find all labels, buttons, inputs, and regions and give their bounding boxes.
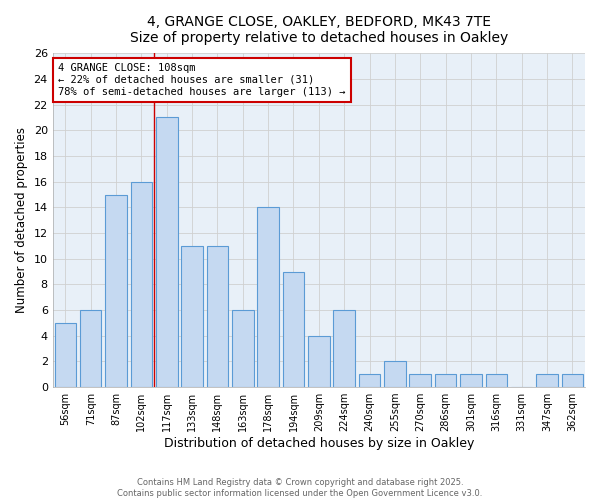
Bar bbox=[460, 374, 482, 387]
Text: 4 GRANGE CLOSE: 108sqm
← 22% of detached houses are smaller (31)
78% of semi-det: 4 GRANGE CLOSE: 108sqm ← 22% of detached… bbox=[58, 64, 346, 96]
Y-axis label: Number of detached properties: Number of detached properties bbox=[15, 127, 28, 313]
Bar bbox=[384, 362, 406, 387]
Bar bbox=[181, 246, 203, 387]
X-axis label: Distribution of detached houses by size in Oakley: Distribution of detached houses by size … bbox=[164, 437, 474, 450]
Bar bbox=[156, 118, 178, 387]
Bar bbox=[206, 246, 228, 387]
Bar bbox=[359, 374, 380, 387]
Bar bbox=[55, 323, 76, 387]
Bar bbox=[283, 272, 304, 387]
Bar bbox=[536, 374, 558, 387]
Text: Contains HM Land Registry data © Crown copyright and database right 2025.
Contai: Contains HM Land Registry data © Crown c… bbox=[118, 478, 482, 498]
Bar bbox=[435, 374, 457, 387]
Bar bbox=[562, 374, 583, 387]
Bar bbox=[80, 310, 101, 387]
Bar bbox=[334, 310, 355, 387]
Bar bbox=[232, 310, 254, 387]
Title: 4, GRANGE CLOSE, OAKLEY, BEDFORD, MK43 7TE
Size of property relative to detached: 4, GRANGE CLOSE, OAKLEY, BEDFORD, MK43 7… bbox=[130, 15, 508, 45]
Bar bbox=[485, 374, 507, 387]
Bar bbox=[105, 194, 127, 387]
Bar bbox=[409, 374, 431, 387]
Bar bbox=[308, 336, 329, 387]
Bar bbox=[257, 208, 279, 387]
Bar bbox=[131, 182, 152, 387]
